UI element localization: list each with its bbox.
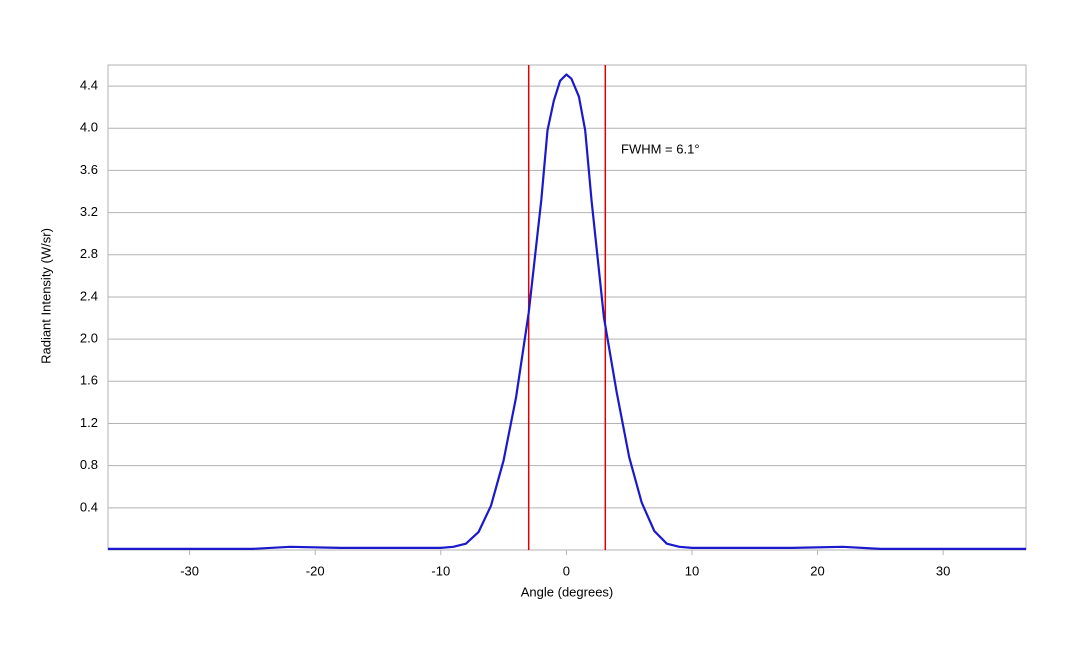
x-tick-label: 30 — [936, 563, 950, 578]
y-tick-label: 1.2 — [80, 415, 98, 430]
y-tick-label: 0.4 — [80, 499, 98, 514]
y-tick-label: 3.2 — [80, 204, 98, 219]
x-tick-label: 20 — [810, 563, 824, 578]
y-tick-label: 4.0 — [80, 120, 98, 135]
y-tick-label: 3.6 — [80, 162, 98, 177]
data-line — [108, 73, 1026, 550]
x-tick-label: 0 — [563, 563, 570, 578]
plot-frame — [107, 64, 1027, 551]
x-tick-label: -30 — [180, 563, 199, 578]
y-tick-label: 1.6 — [80, 373, 98, 388]
x-tick-label: -10 — [431, 563, 450, 578]
y-axis-label: Radiant Intensity (W/sr) — [38, 228, 53, 364]
x-axis-label: Angle (degrees) — [521, 584, 614, 599]
y-tick-label: 0.8 — [80, 457, 98, 472]
annotation: FWHM = 6.1° — [621, 141, 700, 156]
x-tick-label: -20 — [306, 563, 325, 578]
y-tick-label: 4.4 — [80, 78, 98, 93]
y-tick-label: 2.0 — [80, 331, 98, 346]
y-tick-label: 2.4 — [80, 288, 98, 303]
y-tick-label: 2.8 — [80, 246, 98, 261]
x-tick-label: 10 — [685, 563, 699, 578]
